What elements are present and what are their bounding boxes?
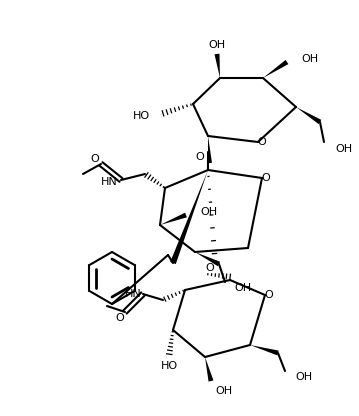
Polygon shape: [208, 136, 212, 163]
Text: OH: OH: [301, 54, 318, 64]
Text: OH: OH: [234, 283, 251, 293]
Polygon shape: [296, 107, 321, 124]
Text: HO: HO: [160, 361, 178, 371]
Text: HN: HN: [101, 177, 117, 187]
Polygon shape: [160, 213, 187, 225]
Text: HO: HO: [132, 111, 150, 121]
Text: OH: OH: [335, 144, 352, 154]
Text: O: O: [265, 290, 273, 300]
Polygon shape: [195, 252, 220, 266]
Text: OH: OH: [295, 372, 312, 382]
Polygon shape: [263, 60, 288, 78]
Text: O: O: [258, 137, 266, 147]
Text: OH: OH: [215, 386, 232, 396]
Text: OH: OH: [200, 207, 217, 217]
Text: OH: OH: [209, 40, 225, 50]
Text: O: O: [262, 173, 270, 183]
Text: O: O: [90, 154, 99, 164]
Polygon shape: [205, 357, 213, 381]
Polygon shape: [250, 345, 279, 355]
Text: O: O: [116, 313, 124, 323]
Text: HN: HN: [125, 289, 141, 299]
Polygon shape: [170, 170, 208, 264]
Polygon shape: [215, 54, 220, 78]
Text: O: O: [196, 152, 204, 162]
Text: O: O: [206, 263, 214, 273]
